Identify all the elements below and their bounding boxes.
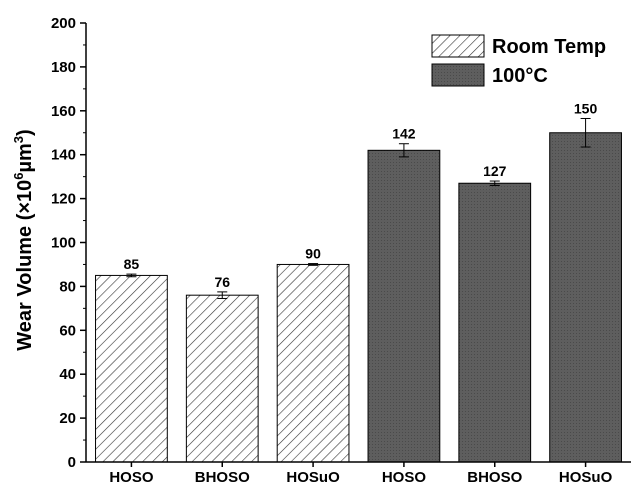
legend-swatch-room-temp [431, 34, 485, 58]
bar-100c-hosuo [549, 132, 622, 463]
bar-room-temp-hoso [95, 274, 168, 463]
data-label: 90 [305, 246, 321, 262]
data-label: 127 [483, 163, 507, 179]
y-axis-title: Wear Volume (×106µm3) [11, 129, 36, 350]
y-tick-label: 100 [51, 235, 76, 252]
y-tick-label: 140 [51, 147, 76, 164]
x-tick-label: HOSuO [559, 469, 613, 486]
x-tick-label: HOSuO [286, 469, 340, 486]
x-tick-label: HOSO [382, 469, 427, 486]
y-tick-label: 180 [51, 59, 76, 76]
bars-layer [95, 132, 622, 463]
bar-room-temp-hosuo [276, 263, 350, 463]
y-tick-label: 0 [68, 454, 76, 471]
y-tick-label: 60 [59, 322, 76, 339]
bar-100c-bhoso [458, 182, 532, 463]
data-label: 142 [392, 126, 416, 142]
x-tick-label: HOSO [109, 469, 154, 486]
bar-100c-hoso [367, 149, 441, 463]
data-label: 76 [214, 274, 230, 290]
y-tick-label: 200 [51, 15, 76, 32]
y-tick-label: 80 [59, 278, 76, 295]
y-tick-label: 120 [51, 191, 76, 208]
axes-layer: 0 20 40 60 80 100 120 140 160 180 200 HOSO BHOSO HOSu… [51, 15, 631, 486]
data-labels-layer: 85 76 90 142 127 150 [124, 100, 598, 289]
y-tick-label: 160 [51, 103, 76, 120]
bar-room-temp-bhoso [185, 294, 259, 463]
error-bars-layer [126, 117, 591, 299]
y-tick-label: 20 [59, 410, 76, 427]
x-tick-label: BHOSO [467, 469, 522, 486]
legend-label-100c: 100°C [492, 65, 548, 87]
data-label: 85 [124, 256, 140, 272]
legend-label-room-temp: Room Temp [492, 36, 606, 58]
data-label: 150 [574, 100, 598, 116]
y-tick-label: 40 [59, 366, 76, 383]
x-tick-label: BHOSO [195, 469, 250, 486]
legend-swatch-100c [431, 63, 485, 87]
legend: Room Temp 100°C [431, 34, 606, 87]
